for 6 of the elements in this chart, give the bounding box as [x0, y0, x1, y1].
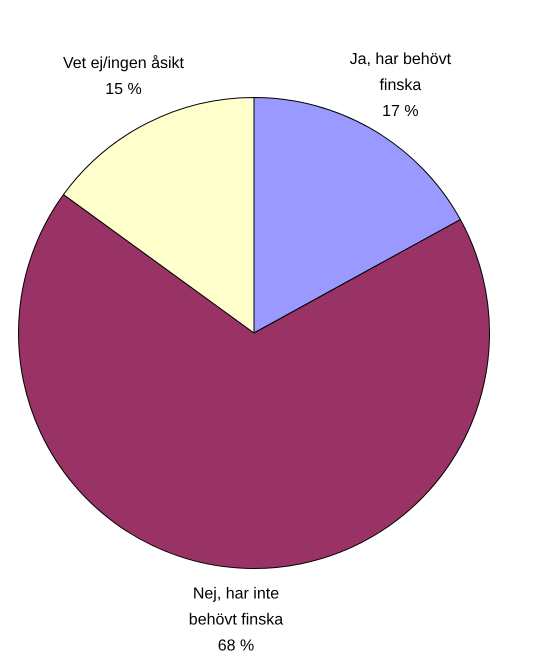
data-label: 17 %	[382, 102, 419, 120]
slice-label: Ja, har behövt finska	[350, 50, 452, 94]
data-label: 15 %	[105, 81, 142, 98]
slice-label: Nej, har inte behövt finska	[188, 585, 284, 628]
slice-label: Vet ej/ingen åsikt	[62, 55, 185, 72]
data-label: 68 %	[218, 637, 254, 654]
